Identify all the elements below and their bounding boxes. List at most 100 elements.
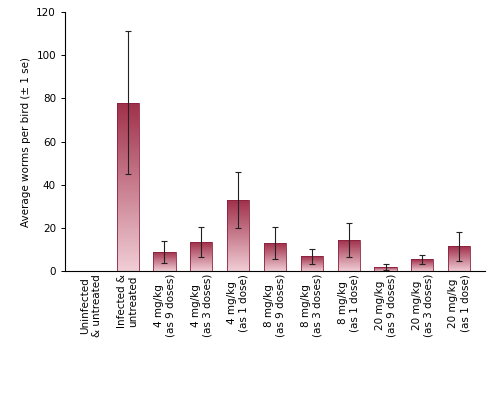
Bar (227, 268, 249, 269)
Bar (116, 115, 138, 116)
Bar (116, 259, 138, 261)
Y-axis label: Average worms per bird (± 1 se): Average worms per bird (± 1 se) (20, 57, 30, 227)
Bar (116, 140, 138, 142)
Bar (116, 190, 138, 192)
Bar (227, 219, 249, 220)
Bar (116, 143, 138, 145)
Bar (227, 230, 249, 231)
Bar (227, 263, 249, 264)
Bar (116, 108, 138, 109)
Bar (116, 268, 138, 270)
Bar (116, 248, 138, 249)
Bar (227, 252, 249, 253)
Bar (227, 231, 249, 232)
Bar (227, 232, 249, 233)
Bar (116, 212, 138, 214)
Bar (227, 210, 249, 211)
Bar (227, 248, 249, 249)
Bar (227, 211, 249, 212)
Bar (227, 253, 249, 254)
Bar (116, 124, 138, 126)
Bar (116, 184, 138, 186)
Bar (116, 158, 138, 160)
Bar (116, 224, 138, 226)
Bar (227, 208, 249, 209)
Bar (116, 177, 138, 179)
Bar (116, 214, 138, 216)
Bar (116, 227, 138, 229)
Bar (116, 263, 138, 265)
Bar (116, 201, 138, 202)
Bar (227, 223, 249, 224)
Bar (116, 113, 138, 115)
Bar (116, 189, 138, 190)
Bar (116, 226, 138, 227)
Bar (227, 227, 249, 228)
Bar (227, 213, 249, 214)
Bar (116, 165, 138, 167)
Bar (116, 244, 138, 246)
Bar (116, 229, 138, 231)
Bar (116, 136, 138, 138)
Bar (227, 201, 249, 202)
Bar (227, 241, 249, 242)
Bar (227, 206, 249, 207)
Bar (227, 240, 249, 241)
Bar (227, 238, 249, 239)
Bar (227, 242, 249, 243)
Bar (116, 186, 138, 187)
Bar (227, 262, 249, 263)
Bar (116, 237, 138, 239)
Bar (116, 253, 138, 255)
Bar (116, 209, 138, 211)
Bar (227, 200, 249, 201)
Bar (116, 196, 138, 197)
Bar (227, 226, 249, 227)
Bar (116, 106, 138, 108)
Bar (116, 168, 138, 170)
Bar (116, 118, 138, 120)
Bar (116, 120, 138, 121)
Bar (116, 153, 138, 155)
Bar (116, 219, 138, 221)
Bar (116, 194, 138, 196)
Bar (116, 243, 138, 244)
Bar (227, 215, 249, 216)
Bar (227, 216, 249, 217)
Bar (227, 203, 249, 204)
Bar (116, 145, 138, 146)
Bar (227, 234, 249, 235)
Bar (227, 233, 249, 234)
Bar (116, 204, 138, 205)
Bar (116, 202, 138, 204)
Bar (227, 256, 249, 257)
Bar (264, 243, 286, 271)
Bar (116, 150, 138, 152)
Bar (227, 228, 249, 229)
Bar (227, 239, 249, 240)
Bar (227, 260, 249, 261)
Bar (227, 255, 249, 256)
Bar (116, 217, 138, 219)
Bar (116, 231, 138, 233)
Bar (227, 229, 249, 230)
Bar (448, 247, 470, 271)
Bar (116, 265, 138, 266)
Bar (116, 155, 138, 157)
Bar (116, 236, 138, 237)
Bar (227, 243, 249, 244)
Bar (116, 211, 138, 212)
Bar (116, 256, 138, 258)
Bar (116, 205, 138, 207)
Bar (116, 241, 138, 243)
Bar (116, 131, 138, 133)
Bar (116, 182, 138, 184)
Bar (116, 179, 138, 180)
Bar (227, 214, 249, 215)
Bar (227, 265, 249, 266)
Bar (227, 207, 249, 208)
Bar (116, 197, 138, 199)
Bar (116, 172, 138, 174)
Bar (227, 217, 249, 218)
Bar (227, 209, 249, 210)
